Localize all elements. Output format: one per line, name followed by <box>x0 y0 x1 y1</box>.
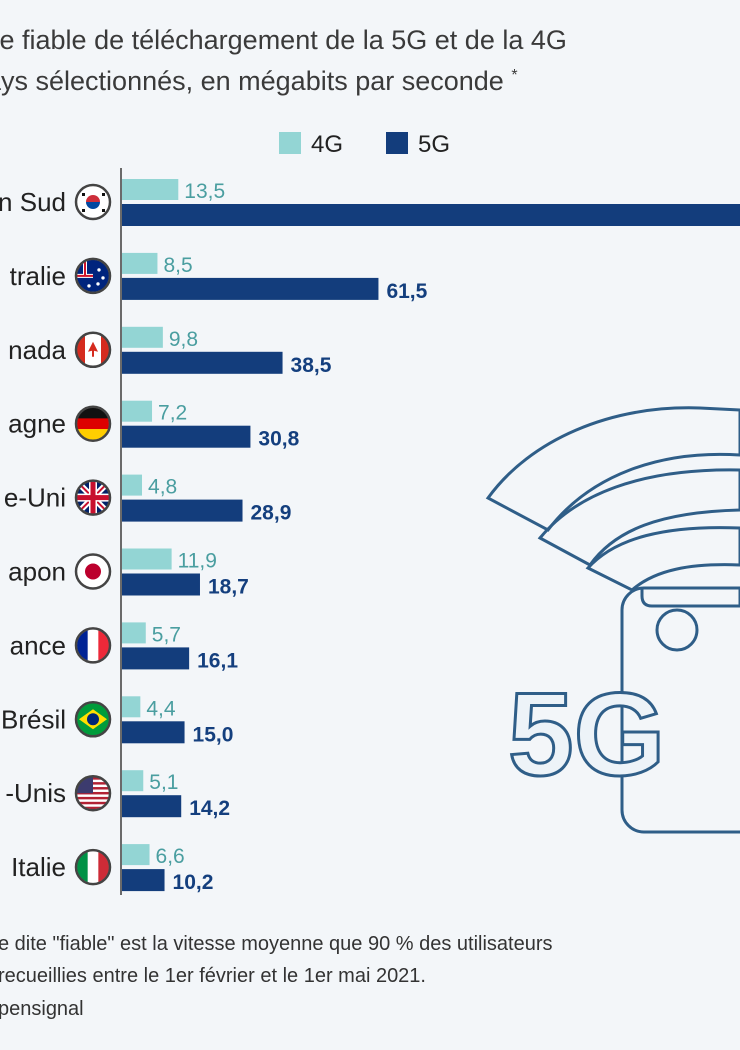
value-label-5g: 14,2 <box>189 797 230 820</box>
category-label: apon <box>8 557 66 587</box>
south-korea-flag-icon <box>74 183 112 221</box>
bar-5g <box>122 351 283 374</box>
germany-flag-icon <box>74 405 112 442</box>
brazil-flag-icon <box>74 701 112 738</box>
bar-5g <box>122 499 243 522</box>
category-label: ance <box>10 630 66 660</box>
value-label-5g: 28,9 <box>251 502 292 525</box>
value-label-5g: 16,1 <box>197 649 238 672</box>
footnote: e dite "fiable" est la vitesse moyenne q… <box>0 928 740 992</box>
legend-label-5g: 5G <box>418 131 450 158</box>
bar-4g <box>122 179 179 200</box>
footnote-line-2: recueillies entre le 1er février et le 1… <box>0 965 426 987</box>
bar-4g <box>122 770 144 792</box>
bar-5g <box>122 573 200 596</box>
wifi-arc-outer-icon <box>485 406 740 532</box>
wifi-arc-middle-icon <box>537 468 740 567</box>
value-label-4g: 6,6 <box>156 845 185 868</box>
value-label-4g: 5,1 <box>149 771 178 794</box>
subtitle-asterisk: * <box>511 67 518 84</box>
category-label: n Sud <box>0 187 66 217</box>
category-label: agne <box>8 409 66 439</box>
legend-swatch-4g <box>279 132 301 154</box>
bar-4g <box>122 474 143 496</box>
category-label: Brésil <box>1 704 66 734</box>
category-label: Italie <box>11 852 66 882</box>
legend-swatch-5g <box>386 132 408 154</box>
chart-subtitle: se fiable de téléchargement de la 5G et … <box>0 22 740 99</box>
bar-5g <box>122 721 185 744</box>
phone-notch-icon <box>640 589 740 608</box>
bar-4g <box>122 400 153 422</box>
japan-flag-icon <box>74 553 112 590</box>
bar-5g <box>122 795 182 818</box>
bar-5g <box>122 647 190 670</box>
bar-4g <box>122 622 146 644</box>
value-label-4g: 4,8 <box>148 476 177 499</box>
bar-5g <box>122 204 740 226</box>
uk-flag-icon <box>74 479 112 516</box>
bar-5g <box>122 277 379 300</box>
phone-outline-icon <box>620 586 740 834</box>
value-label-4g: 4,4 <box>146 697 176 720</box>
value-label-4g: 8,5 <box>163 254 192 277</box>
value-label-5g: 38,5 <box>291 354 332 377</box>
category-label: e-Uni <box>4 483 66 513</box>
category-label: -Unis <box>5 778 66 808</box>
value-label-4g: 11,9 <box>178 550 217 573</box>
bar-4g <box>122 548 172 570</box>
value-label-5g: 18,7 <box>208 576 249 599</box>
value-label-4g: 13,5 <box>184 180 225 203</box>
value-label-5g: 30,8 <box>258 428 299 451</box>
value-label-5g: 10,2 <box>173 871 214 894</box>
bar-4g <box>122 326 163 348</box>
australia-flag-icon <box>74 257 112 295</box>
bar-4g <box>122 696 141 718</box>
bar-5g <box>122 425 251 448</box>
illustration-5g-text: 5G <box>508 669 665 801</box>
usa-flag-icon <box>74 774 112 812</box>
subtitle-line-2: ays sélectionnés, en mégabits par second… <box>0 66 504 96</box>
bar-chart: 5G 4G 5G 13,5 n Sud 8,5 61,5 tralie 9,8 38,5 na… <box>0 131 740 895</box>
category-label: nada <box>8 335 66 365</box>
value-label-4g: 7,2 <box>158 402 187 425</box>
chart-legend: 4G 5G <box>279 131 450 158</box>
value-label-4g: 9,8 <box>169 328 198 351</box>
value-label-4g: 5,7 <box>152 623 181 646</box>
italy-flag-icon <box>74 848 112 886</box>
footnote-line-1: e dite "fiable" est la vitesse moyenne q… <box>0 933 553 955</box>
bar-4g <box>122 844 150 866</box>
phone-camera-icon <box>655 608 699 652</box>
france-flag-icon <box>74 627 112 664</box>
source-text: pensignal <box>0 998 84 1020</box>
subtitle-line-1: se fiable de téléchargement de la 5G et … <box>0 25 567 55</box>
bar-5g <box>122 869 165 892</box>
top-strip <box>0 0 740 8</box>
category-label: tralie <box>10 261 66 291</box>
canada-flag-icon <box>74 331 112 369</box>
bar-4g <box>122 252 158 274</box>
value-label-5g: 15,0 <box>193 723 234 746</box>
value-label-5g: 61,5 <box>386 280 427 303</box>
5g-phone-illustration: 5G <box>485 406 740 834</box>
legend-label-4g: 4G <box>311 131 343 158</box>
wifi-arc-inner-icon <box>585 526 740 592</box>
